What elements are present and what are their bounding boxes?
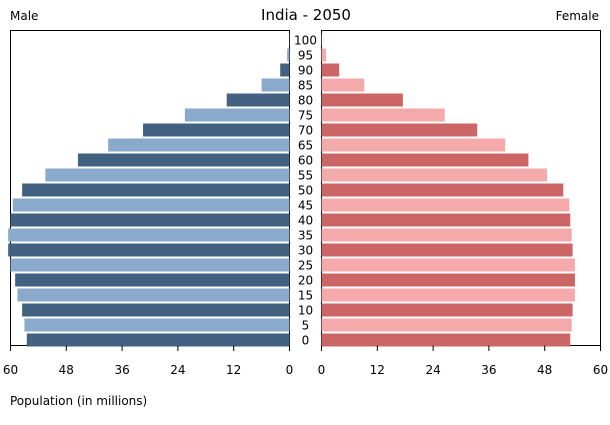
right-tick-label-12: 12 [370, 363, 385, 377]
age-label-70: 70 [298, 124, 313, 138]
male-bar-age-65 [108, 138, 290, 152]
male-bar-age-55 [45, 168, 290, 182]
male-bar-age-50 [22, 183, 290, 197]
right-tick-label-0: 0 [318, 363, 326, 377]
female-bar-age-55 [321, 168, 548, 182]
male-bar-age-45 [12, 198, 290, 212]
age-label-35: 35 [298, 229, 313, 243]
female-bar-age-25 [321, 258, 575, 272]
male-bar-age-15 [17, 288, 290, 302]
left-tick-label-12: 12 [226, 363, 241, 377]
age-label-30: 30 [298, 244, 313, 258]
age-label-75: 75 [298, 109, 313, 123]
age-label-55: 55 [298, 169, 313, 183]
female-bar-age-40 [321, 213, 571, 227]
left-tick-label-0: 0 [286, 363, 294, 377]
male-bar-age-20 [15, 273, 290, 287]
age-label-85: 85 [298, 79, 313, 93]
right-x-axis: 0 12 24 36 48 60 [318, 345, 608, 377]
age-label-40: 40 [298, 214, 313, 228]
age-label-0: 0 [302, 334, 310, 348]
age-label-100: 100 [294, 34, 317, 48]
male-bar-age-40 [10, 213, 290, 227]
left-tick-label-48: 48 [59, 363, 74, 377]
age-label-10: 10 [298, 304, 313, 318]
chart-title: India - 2050 [261, 6, 351, 24]
age-label-45: 45 [298, 199, 313, 213]
right-tick-label-36: 36 [481, 363, 496, 377]
male-bar-age-90 [280, 63, 290, 77]
female-bar-age-75 [321, 108, 445, 122]
male-bar-age-60 [77, 153, 290, 167]
female-bars [321, 33, 575, 347]
age-label-65: 65 [298, 139, 313, 153]
female-bar-age-15 [321, 288, 575, 302]
x-axis-label: Population (in millions) [10, 394, 147, 408]
left-series-label: Male [10, 9, 38, 23]
age-label-20: 20 [298, 274, 313, 288]
left-tick-label-36: 36 [114, 363, 129, 377]
age-label-60: 60 [298, 154, 313, 168]
male-bar-age-5 [24, 318, 290, 332]
right-tick-label-48: 48 [537, 363, 552, 377]
female-bar-age-60 [321, 153, 529, 167]
male-bar-age-30 [8, 243, 290, 257]
age-labels: 0510152025303540455055606570758085909510… [294, 34, 317, 348]
female-bar-age-85 [321, 78, 365, 92]
age-label-5: 5 [302, 319, 310, 333]
left-x-axis: 60 48 36 24 12 0 [3, 345, 294, 377]
male-bar-age-70 [143, 123, 290, 137]
male-bar-age-0 [26, 333, 290, 347]
left-tick-label-24: 24 [170, 363, 185, 377]
female-bar-age-30 [321, 243, 573, 257]
female-bar-age-70 [321, 123, 478, 137]
female-bar-age-65 [321, 138, 506, 152]
male-bar-age-75 [184, 108, 290, 122]
male-bar-age-10 [22, 303, 290, 317]
age-label-80: 80 [298, 94, 313, 108]
right-tick-label-24: 24 [425, 363, 440, 377]
female-bar-age-0 [321, 333, 571, 347]
left-tick-label-60: 60 [3, 363, 18, 377]
female-bar-age-80 [321, 93, 403, 107]
female-bar-age-95 [321, 48, 327, 62]
age-label-95: 95 [298, 49, 313, 63]
male-bar-age-95 [287, 48, 290, 62]
male-bar-age-25 [10, 258, 290, 272]
right-series-label: Female [556, 9, 599, 23]
age-label-50: 50 [298, 184, 313, 198]
male-bar-age-80 [226, 93, 290, 107]
female-bar-age-45 [321, 198, 570, 212]
female-bar-age-20 [321, 273, 575, 287]
female-bar-age-35 [321, 228, 572, 242]
male-bars [8, 33, 290, 347]
female-bar-age-50 [321, 183, 564, 197]
male-bar-age-85 [261, 78, 290, 92]
male-bar-age-35 [8, 228, 290, 242]
female-bar-age-5 [321, 318, 572, 332]
right-tick-label-60: 60 [593, 363, 608, 377]
age-label-90: 90 [298, 64, 313, 78]
female-bar-age-90 [321, 63, 340, 77]
age-label-15: 15 [298, 289, 313, 303]
age-label-25: 25 [298, 259, 313, 273]
female-bar-age-10 [321, 303, 573, 317]
